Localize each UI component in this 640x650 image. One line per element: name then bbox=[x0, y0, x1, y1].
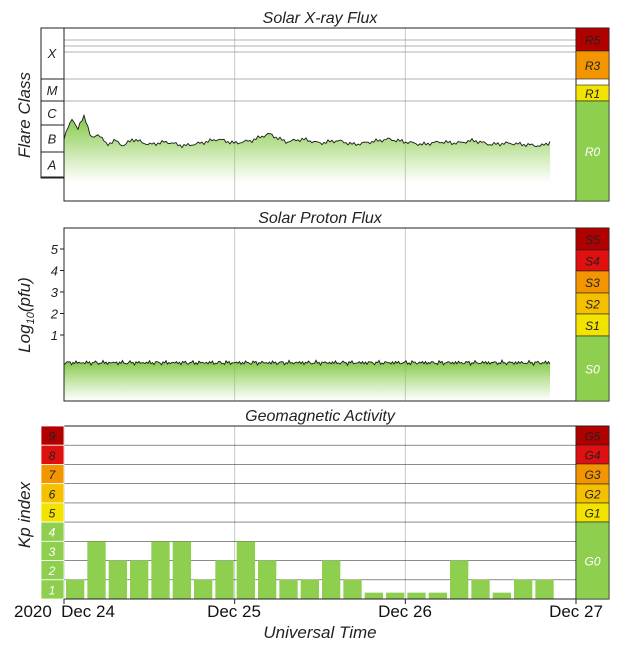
x-year-label: 2020 bbox=[14, 602, 52, 621]
kp-bar bbox=[194, 579, 213, 599]
s-scale-label: S5 bbox=[585, 233, 600, 247]
s-scale-label: S4 bbox=[585, 255, 600, 269]
r-scale-cell bbox=[575, 50, 610, 80]
kp-level-cell bbox=[40, 579, 65, 600]
g-scale-label: G1 bbox=[584, 507, 600, 521]
flare-class-axis-box bbox=[40, 27, 65, 179]
kp-bar bbox=[322, 560, 341, 599]
proton-flux-area bbox=[64, 360, 550, 401]
proton-tick-label: 3 bbox=[51, 285, 59, 300]
kp-bar bbox=[492, 592, 511, 599]
kp-bar bbox=[130, 560, 149, 599]
kp-bar bbox=[450, 560, 469, 599]
s-scale-label: S3 bbox=[585, 276, 600, 290]
xray-flux-area bbox=[64, 115, 551, 183]
r-scale-label: R1 bbox=[585, 87, 600, 101]
r-scale-label: R0 bbox=[585, 145, 601, 159]
flare-class-label: A bbox=[47, 158, 57, 173]
g-scale-label: G5 bbox=[584, 430, 600, 444]
kp-bar bbox=[364, 592, 383, 599]
flare-class-label: B bbox=[48, 132, 57, 147]
flare-class-label: M bbox=[47, 83, 58, 98]
proton-flux-line bbox=[63, 359, 551, 367]
g-scale-label: G3 bbox=[584, 468, 600, 482]
data-layer bbox=[63, 113, 554, 599]
g-scale-label: G0 bbox=[584, 555, 600, 569]
r-scale-label: R5 bbox=[585, 34, 601, 48]
kp-bar bbox=[279, 579, 298, 599]
proton-ylabel-base: Log bbox=[15, 324, 34, 353]
geomag-title: Geomagnetic Activity bbox=[245, 408, 396, 425]
proton-title: Solar Proton Flux bbox=[258, 210, 383, 227]
proton-ylabel-rest: (pfu) bbox=[15, 277, 34, 312]
kp-level-label: 6 bbox=[49, 487, 56, 501]
kp-bar bbox=[151, 541, 170, 599]
kp-bar bbox=[343, 579, 362, 599]
xray-ylabel: Flare Class bbox=[15, 72, 34, 158]
kp-level-label: 1 bbox=[49, 583, 56, 597]
kp-bar bbox=[108, 560, 127, 599]
x-axis-title: Universal Time bbox=[263, 623, 376, 642]
grid-layer bbox=[64, 28, 576, 599]
kp-bar bbox=[66, 579, 85, 599]
proton-tick-label: 5 bbox=[51, 242, 59, 257]
kp-bar bbox=[407, 592, 426, 599]
proton-ylabel: Log10(pfu) bbox=[15, 277, 37, 353]
kp-bar bbox=[514, 579, 533, 599]
kp-bar bbox=[300, 579, 319, 599]
scale-layer: R5 R3 R1 R0 S5 S4 S3 S2 S1 S0 G5 G4 G3 G2 G1 G0 bbox=[575, 27, 610, 600]
r-scale-label: R3 bbox=[585, 59, 601, 73]
kp-level-label: 9 bbox=[49, 430, 56, 444]
s-scale-label: S1 bbox=[585, 319, 600, 333]
s-scale-cell bbox=[575, 335, 610, 402]
kp-bar bbox=[535, 579, 554, 599]
flare-class-label: C bbox=[47, 106, 57, 121]
kp-bar bbox=[428, 592, 447, 599]
r-scale-cell bbox=[575, 100, 610, 202]
kp-bar bbox=[87, 541, 106, 599]
kp-bar bbox=[236, 541, 255, 599]
g-scale-label: G4 bbox=[584, 449, 600, 463]
x-day-label-2: Dec 26 bbox=[378, 602, 432, 621]
x-day-label-3: Dec 27 bbox=[549, 602, 603, 621]
kp-level-label: 3 bbox=[49, 545, 56, 559]
proton-tick-label: 1 bbox=[51, 328, 58, 343]
kp-level-label: 7 bbox=[49, 468, 57, 482]
frame-layer bbox=[63, 27, 610, 600]
proton-ylabel-sub: 10 bbox=[25, 311, 37, 324]
kp-bar bbox=[172, 541, 191, 599]
kp-level-label: 5 bbox=[49, 507, 56, 521]
kp-bar bbox=[215, 560, 234, 599]
kp-level-label: 4 bbox=[49, 526, 56, 540]
x-day-label-0: Dec 24 bbox=[61, 602, 115, 621]
geomag-ylabel: Kp index bbox=[15, 481, 34, 548]
g-scale-label: G2 bbox=[584, 488, 600, 502]
kp-level-label: 2 bbox=[48, 564, 56, 578]
s-scale-label: S2 bbox=[585, 298, 600, 312]
kp-bar bbox=[471, 579, 490, 599]
kp-bar bbox=[258, 560, 277, 599]
g-scale-cell bbox=[575, 521, 610, 600]
proton-tick-label: 4 bbox=[51, 264, 58, 279]
kp-level-label: 8 bbox=[49, 449, 56, 463]
xray-title: Solar X-ray Flux bbox=[263, 10, 379, 27]
proton-tick-label: 2 bbox=[50, 307, 59, 322]
xray-flux-line bbox=[63, 113, 551, 149]
x-day-label-1: Dec 25 bbox=[207, 602, 261, 621]
flare-class-label: X bbox=[47, 46, 58, 61]
kp-bar bbox=[386, 592, 405, 599]
s-scale-label: S0 bbox=[585, 363, 600, 377]
